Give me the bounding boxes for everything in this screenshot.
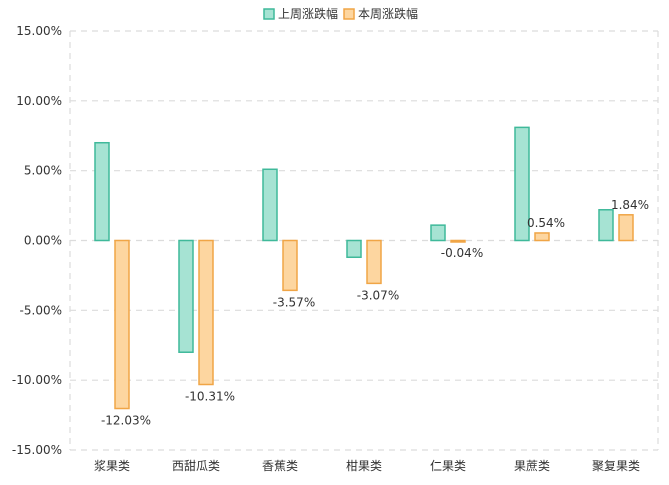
y-tick-label: 10.00%: [16, 94, 62, 108]
x-category-label: 西甜瓜类: [172, 459, 220, 473]
bar-this-week: [282, 239, 298, 292]
labels: -12.03% 浆果类 -10.31% 西甜瓜类 -3.57% 香蕉类 -3.07% 柑果类 -…: [94, 198, 649, 473]
legend-label: 上周涨跌幅: [278, 6, 338, 21]
bar-last-week: [598, 209, 614, 242]
y-tick-label: -5.00%: [20, 303, 62, 317]
gridlines: [69, 30, 659, 451]
bars: [94, 126, 634, 410]
legend-swatch: [263, 8, 275, 20]
data-label: -0.04%: [441, 246, 483, 260]
bar-this-week: [114, 239, 130, 410]
bar-this-week: [198, 239, 214, 386]
data-label: -3.07%: [357, 288, 399, 302]
bar-this-week: [618, 214, 634, 242]
bar-last-week: [178, 239, 194, 353]
bar-last-week: [94, 141, 110, 242]
y-tick-label: -10.00%: [12, 373, 62, 387]
bar-this-week: [450, 239, 466, 243]
legend: 上周涨跌幅 本周涨跌幅: [263, 6, 418, 21]
legend-label: 本周涨跌幅: [358, 6, 418, 21]
legend-swatch: [343, 8, 355, 20]
x-category-label: 仁果类: [430, 459, 466, 473]
x-category-label: 聚复果类: [592, 459, 640, 473]
x-category-label: 果蔗类: [514, 459, 550, 473]
bar-last-week: [346, 239, 362, 259]
bar-this-week: [366, 239, 382, 285]
data-label: -12.03%: [101, 414, 151, 428]
bar-last-week: [262, 168, 278, 242]
data-label: 1.84%: [611, 198, 649, 212]
x-category-label: 柑果类: [346, 458, 382, 473]
bar-last-week: [430, 224, 446, 242]
x-category-label: 香蕉类: [262, 459, 298, 473]
y-tick-label: -15.00%: [12, 443, 62, 457]
bar-last-week: [514, 126, 530, 242]
y-tick-label: 15.00%: [16, 24, 62, 38]
y-axis: 15.00% 10.00% 5.00% 0.00% -5.00% -10.00% -15.0…: [12, 24, 62, 457]
y-tick-label: 5.00%: [24, 164, 62, 178]
y-tick-label: 0.00%: [24, 234, 62, 248]
x-category-label: 浆果类: [94, 458, 130, 473]
data-label: 0.54%: [527, 216, 565, 230]
data-label: -3.57%: [273, 295, 315, 309]
bar-this-week: [534, 232, 550, 242]
data-label: -10.31%: [185, 389, 235, 403]
